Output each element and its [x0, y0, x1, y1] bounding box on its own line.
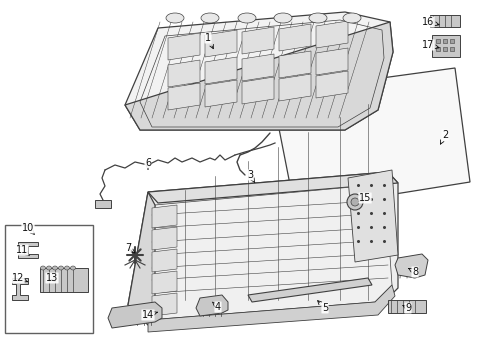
- Circle shape: [351, 198, 359, 206]
- Text: 3: 3: [247, 170, 255, 183]
- Ellipse shape: [201, 13, 219, 23]
- Polygon shape: [128, 192, 155, 320]
- Ellipse shape: [274, 13, 292, 23]
- Bar: [95, 200, 111, 208]
- Text: 8: 8: [409, 267, 418, 277]
- Polygon shape: [148, 172, 398, 203]
- Ellipse shape: [343, 13, 361, 23]
- Polygon shape: [316, 48, 348, 75]
- Polygon shape: [148, 184, 392, 320]
- Polygon shape: [168, 83, 200, 110]
- Polygon shape: [348, 170, 398, 262]
- Polygon shape: [168, 60, 200, 87]
- Text: 17: 17: [422, 40, 439, 50]
- Polygon shape: [152, 249, 177, 272]
- Polygon shape: [248, 278, 372, 302]
- Polygon shape: [18, 242, 38, 258]
- Polygon shape: [242, 27, 274, 54]
- Text: 11: 11: [16, 245, 29, 256]
- Text: 7: 7: [125, 243, 135, 253]
- Ellipse shape: [58, 266, 64, 270]
- Polygon shape: [279, 24, 311, 51]
- Text: 1: 1: [205, 33, 213, 49]
- Polygon shape: [196, 295, 228, 316]
- Polygon shape: [152, 271, 177, 294]
- Polygon shape: [205, 57, 237, 84]
- Text: 4: 4: [212, 302, 221, 312]
- Polygon shape: [125, 22, 393, 130]
- Ellipse shape: [47, 266, 51, 270]
- Text: 9: 9: [403, 303, 411, 313]
- Polygon shape: [152, 293, 177, 316]
- Ellipse shape: [309, 13, 327, 23]
- Polygon shape: [12, 278, 28, 300]
- Polygon shape: [152, 205, 177, 228]
- Ellipse shape: [41, 266, 46, 270]
- Polygon shape: [205, 30, 237, 57]
- Bar: [430, 15, 460, 27]
- Ellipse shape: [52, 266, 57, 270]
- Text: 12: 12: [12, 273, 27, 283]
- Text: 10: 10: [22, 223, 34, 234]
- Ellipse shape: [65, 266, 70, 270]
- Polygon shape: [279, 51, 311, 78]
- Circle shape: [347, 194, 363, 210]
- Text: 16: 16: [422, 17, 439, 27]
- Text: 6: 6: [145, 158, 151, 169]
- Bar: [5, 225, 93, 333]
- Text: 5: 5: [318, 301, 328, 313]
- Bar: [388, 300, 426, 313]
- Polygon shape: [242, 54, 274, 81]
- Text: 15: 15: [358, 193, 371, 203]
- Polygon shape: [125, 12, 393, 130]
- Polygon shape: [128, 172, 398, 325]
- Polygon shape: [168, 33, 200, 60]
- Bar: [432, 35, 460, 57]
- Text: 2: 2: [441, 130, 448, 144]
- Ellipse shape: [166, 13, 184, 23]
- Polygon shape: [205, 80, 237, 107]
- Ellipse shape: [71, 266, 75, 270]
- Polygon shape: [108, 302, 162, 328]
- Polygon shape: [152, 227, 177, 250]
- Bar: [40, 268, 88, 292]
- Polygon shape: [279, 74, 311, 101]
- Polygon shape: [316, 21, 348, 48]
- Text: 14: 14: [142, 310, 157, 320]
- Polygon shape: [272, 68, 470, 210]
- Polygon shape: [242, 77, 274, 104]
- Polygon shape: [148, 285, 395, 332]
- Ellipse shape: [238, 13, 256, 23]
- Polygon shape: [395, 254, 428, 278]
- Polygon shape: [316, 71, 348, 98]
- Text: 13: 13: [46, 273, 58, 283]
